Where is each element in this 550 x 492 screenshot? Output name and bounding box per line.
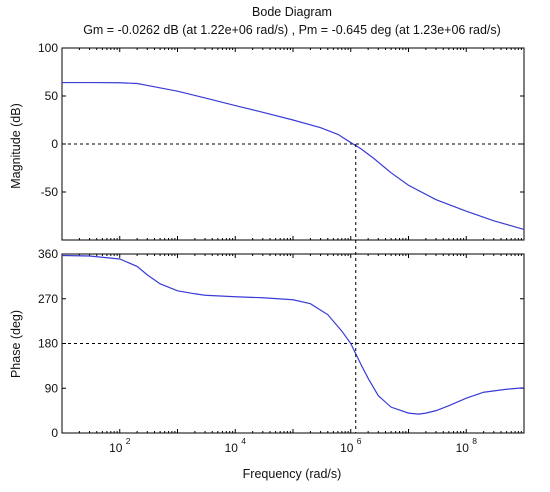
- x-tick-label: 10: [456, 441, 470, 455]
- chart-title: Bode Diagram: [252, 5, 332, 19]
- frequency-axis-label: Frequency (rad/s): [243, 467, 342, 481]
- magnitude-y-tick-label: 100: [38, 41, 58, 55]
- magnitude-y-tick-label: 50: [45, 89, 59, 103]
- magnitude-panel: 100 50 0 -50 Magnitude (dB): [9, 41, 525, 241]
- x-tick-label-exponent: 4: [241, 436, 246, 446]
- magnitude-x-ticks: [61, 48, 522, 240]
- magnitude-trace: [62, 81, 525, 231]
- x-tick-label: 10: [109, 441, 123, 455]
- phase-y-ticks: 360 270 180 90 0: [38, 247, 524, 440]
- frequency-tick-labels: 10 2 10 4 10 6 10 8: [109, 436, 477, 455]
- phase-y-tick-label: 270: [38, 292, 58, 306]
- magnitude-y-ticks: 100 50 0 -50: [38, 41, 524, 199]
- magnitude-axis-label: Magnitude (dB): [9, 103, 23, 188]
- magnitude-y-tick-label: 0: [51, 137, 58, 151]
- phase-y-tick-label: 180: [38, 337, 58, 351]
- x-tick-label: 10: [340, 441, 354, 455]
- x-tick-label: 10: [225, 441, 239, 455]
- phase-y-tick-label: 0: [51, 426, 58, 440]
- phase-trace: [61, 254, 525, 415]
- phase-x-ticks: [61, 254, 522, 433]
- x-tick-label-exponent: 2: [126, 436, 131, 446]
- x-tick-label-exponent: 8: [472, 436, 477, 446]
- x-tick-label-exponent: 6: [357, 436, 362, 446]
- magnitude-y-tick-label: -50: [41, 185, 59, 199]
- phase-y-tick-label: 90: [45, 381, 59, 395]
- phase-axis-label: Phase (deg): [9, 310, 23, 378]
- phase-y-tick-label: 360: [38, 247, 58, 261]
- chart-subtitle: Gm = -0.0262 dB (at 1.22e+06 rad/s) , Pm…: [83, 23, 501, 37]
- phase-panel: 360 270 180 90 0 Phase (deg): [9, 247, 525, 440]
